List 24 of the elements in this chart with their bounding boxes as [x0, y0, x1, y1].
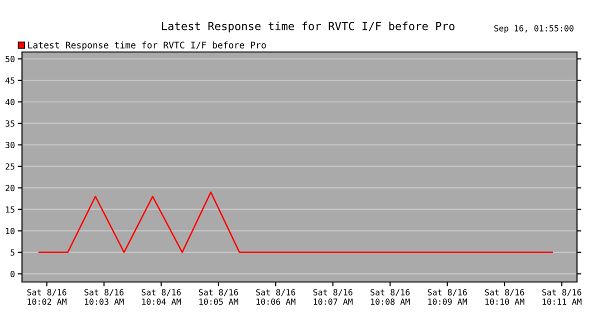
y-tick-label: 10	[6, 228, 15, 234]
x-tick-label: Sat 8/16 10:05 AM	[198, 289, 238, 305]
y-tick-label: 30	[6, 142, 15, 148]
x-tick-label: Sat 8/16 10:02 AM	[27, 289, 67, 305]
y-tick-label: 15	[6, 206, 14, 213]
x-tick-label: Sat 8/16 10:09 AM	[428, 289, 468, 305]
y-tick-label: 50	[6, 56, 15, 62]
x-tick-label: Sat 8/16 10:03 AM	[84, 289, 124, 305]
x-tick-label: Sat 8/16 10:11 AM	[542, 289, 582, 305]
y-tick-label: 20	[6, 184, 15, 192]
x-tick-label: Sat 8/16 10:07 AM	[313, 289, 353, 305]
x-tick-label: Sat 8/16 10:04 AM	[142, 289, 181, 305]
x-tick-label: Sat 8/16 10:06 AM	[256, 289, 296, 305]
x-tick-label: Sat 8/16 10:10 AM	[485, 289, 524, 305]
y-tick-label: 5	[10, 249, 14, 256]
y-tick-label: 35	[6, 120, 14, 127]
chart-title: Latest Response time for RVTC I/F before Pro	[162, 22, 454, 32]
text: Sep 16, 01:55:00	[494, 25, 574, 34]
y-tick-label: 25	[6, 163, 14, 170]
y-tick-label: 45	[5, 77, 14, 84]
y-tick-label: 40	[5, 98, 15, 106]
x-tick-label: Sat 8/16 10:08 AM	[370, 289, 410, 305]
y-tick-label: 0	[10, 270, 15, 278]
legend-label: Latest Response time for RVTC I/F before Pro	[28, 41, 266, 50]
